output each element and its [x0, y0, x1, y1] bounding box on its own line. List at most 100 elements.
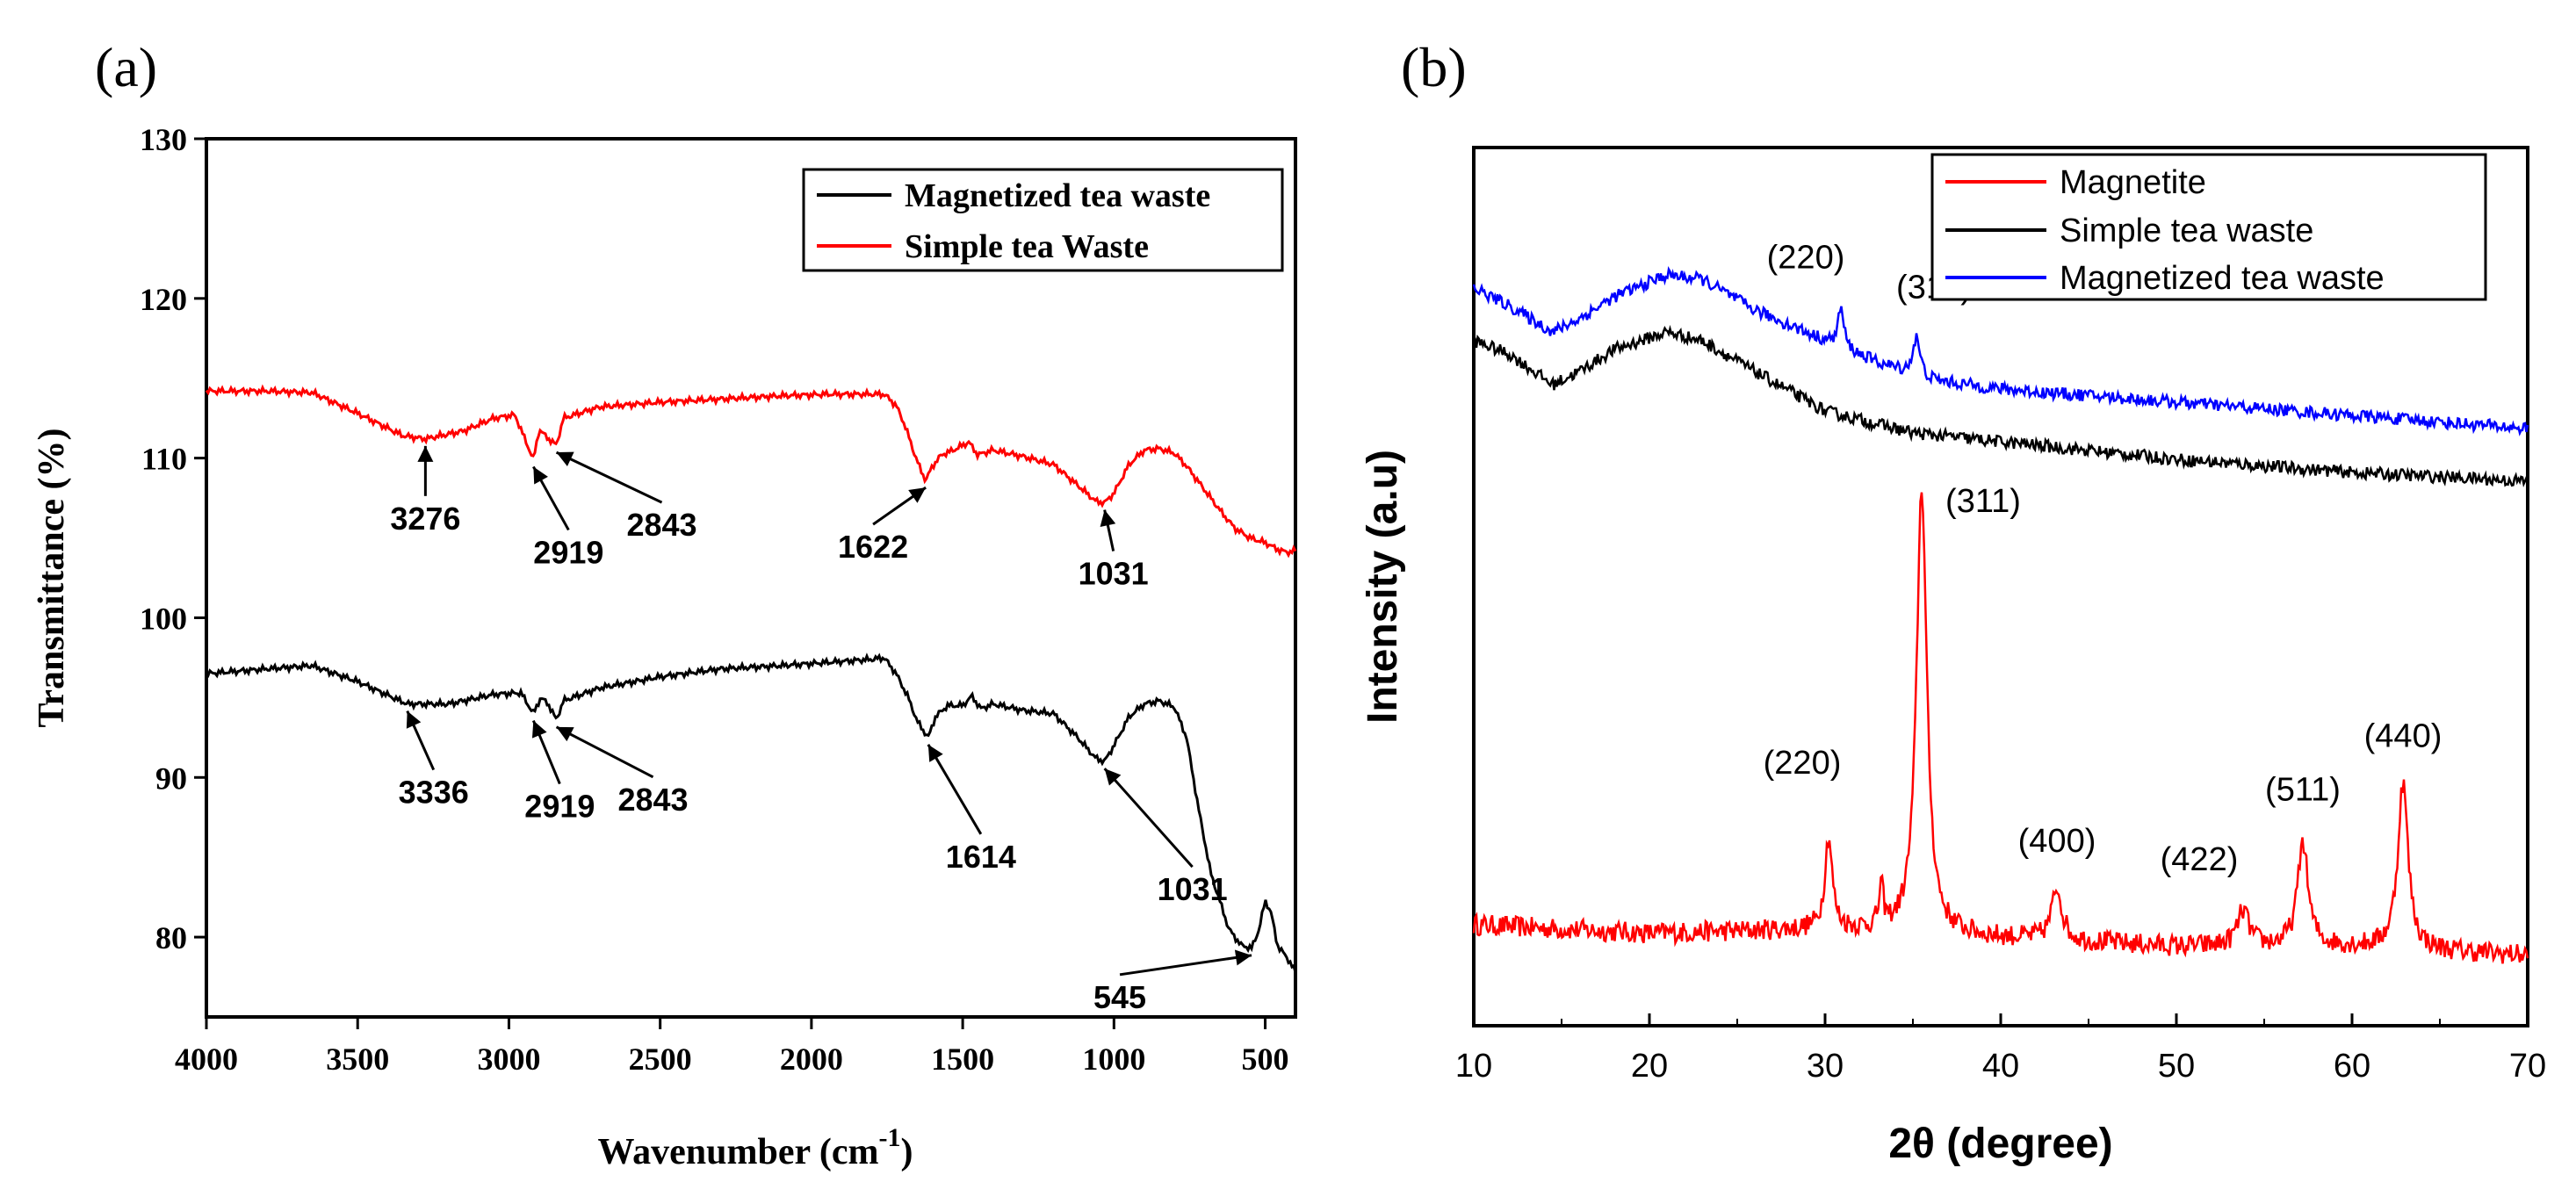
panel-b-legend-label-magnetite: Magnetite: [2060, 164, 2206, 201]
b-xtick-label-40: 40: [1982, 1048, 2019, 1085]
panel-a-plot-area: 80 90 100 110 120 130 4000 3500 3000 2500 2000 150…: [140, 122, 1297, 1077]
b-annotation-220-0: (220): [1767, 239, 1845, 276]
panel-a-xlabel-main: Wavenumber (cm: [597, 1132, 878, 1172]
b-xtick-label-70: 70: [2509, 1048, 2546, 1085]
panel-b-legend: Magnetite Simple tea waste Magnetized te…: [1930, 153, 2487, 301]
a-annotation-arrow-head: [417, 445, 434, 462]
panel-a-ylabel: Transmittance (%): [32, 429, 72, 728]
a-xtick-label-1500: 1500: [931, 1042, 994, 1077]
b-xtick-label-60: 60: [2334, 1048, 2370, 1085]
a-annotation-arrow-head: [556, 726, 574, 742]
b-xtick-label-20: 20: [1631, 1048, 1668, 1085]
a-annotation-3336-5: 3336: [399, 710, 469, 811]
a-annotation-label: 1622: [838, 529, 908, 565]
panel-a-series-group: [205, 384, 1297, 973]
panel-b-legend-box: [1930, 153, 2487, 301]
b-xtick-label-10: 10: [1455, 1048, 1492, 1085]
a-ytick-label-110: 110: [141, 442, 187, 477]
a-annotation-2843-7: 2843: [555, 725, 689, 818]
b-annotation-511-6: (511): [2265, 772, 2341, 809]
a-annotation-arrow-head: [908, 487, 927, 503]
a-annotation-arrow-line: [1119, 954, 1252, 977]
a-ytick-label-120: 120: [140, 282, 187, 317]
b-annotation-400-4: (400): [2018, 823, 2096, 860]
panel-b-legend-label-simple: Simple tea waste: [2060, 213, 2313, 249]
a-xtick-label-3500: 3500: [326, 1042, 389, 1077]
a-annotation-label: 2843: [617, 782, 688, 818]
a-annotation-label: 1031: [1158, 871, 1228, 907]
panel-b-label: (b): [1401, 36, 1467, 98]
a-ytick-label-100: 100: [140, 601, 187, 636]
a-annotation-1614-8: 1614: [927, 744, 1016, 875]
a-ytick-label-80: 80: [155, 920, 187, 955]
a-ytick-label-90: 90: [155, 761, 187, 796]
a-annotation-label: 3336: [399, 775, 469, 811]
a-annotation-label: 2843: [626, 507, 696, 543]
a-annotation-label: 545: [1093, 979, 1146, 1015]
a-annotation-arrow-line: [555, 451, 663, 504]
a-annotation-label: 2919: [533, 534, 603, 570]
a-series-magnetized-tea-waste: [205, 652, 1297, 973]
panel-a-frame: [205, 137, 1297, 1019]
b-annotation-440-7: (440): [2364, 717, 2443, 754]
panel-b-ylabel: Intensity (a.u): [1360, 450, 1406, 724]
a-annotation-arrow-head: [1104, 768, 1122, 786]
a-annotation-1031-4: 1031: [1079, 509, 1149, 592]
a-xtick-label-500: 500: [1242, 1042, 1289, 1077]
a-series-simple-tea-waste: [205, 384, 1297, 559]
a-annotation-1622-3: 1622: [838, 486, 927, 565]
a-xtick-label-1000: 1000: [1082, 1042, 1145, 1077]
panel-a-annotations: 3276 2919 2843 1622 1031 3336 2919 2843 1614 1031…: [390, 445, 1252, 1015]
a-xtick-label-4000: 4000: [175, 1042, 238, 1077]
a-annotation-1031-9: 1031: [1103, 768, 1228, 907]
b-annotation-311-2: (311): [1945, 483, 2021, 520]
panel-a-label: (a): [95, 36, 157, 98]
b-series-magnetite: [1472, 492, 2529, 964]
a-xtick-label-2000: 2000: [780, 1042, 843, 1077]
a-xtick-label-3000: 3000: [477, 1042, 540, 1077]
a-annotation-label: 2919: [524, 789, 595, 825]
a-ytick-label-130: 130: [140, 122, 187, 157]
b-annotation-220-3: (220): [1764, 745, 1842, 782]
panel-b-xlabel: 2θ (degree): [1888, 1121, 2112, 1167]
panel-b-annotations: (220)(311)(311)(220)(400)(422)(511)(440): [1764, 239, 2443, 878]
a-annotation-arrow-head: [406, 710, 422, 729]
b-annotation-422-5: (422): [2161, 841, 2239, 878]
panel-a-y-axis: 80 90 100 110 120 130: [140, 122, 206, 955]
a-annotation-arrow-line: [927, 744, 983, 835]
b-series-simple-tea-waste: [1473, 324, 2529, 487]
a-annotation-arrow-head: [556, 451, 574, 466]
b-xtick-label-30: 30: [1807, 1048, 1844, 1085]
a-annotation-label: 1614: [946, 839, 1016, 875]
a-annotation-arrow-head: [533, 466, 548, 485]
a-annotation-arrow-line: [555, 725, 654, 779]
panel-a-xlabel: Wavenumber (cm-1): [597, 1123, 913, 1172]
panel-b-x-axis: 10 20 30 40 50 60 70: [1455, 1013, 2546, 1085]
a-annotation-2843-2: 2843: [555, 451, 697, 543]
panel-a-xlabel-sup: -1: [879, 1123, 901, 1152]
b-xtick-label-50: 50: [2158, 1048, 2195, 1085]
a-annotation-545-10: 545: [1093, 949, 1252, 1015]
a-annotation-2919-6: 2919: [524, 719, 595, 825]
a-annotation-arrow-head: [1234, 949, 1252, 966]
panel-a-x-axis: 4000 3500 3000 2500 2000 1500 1000 500: [175, 1017, 1289, 1077]
a-annotation-arrow-head: [927, 744, 943, 762]
panel-a-legend-label-simple: Simple tea Waste: [905, 228, 1149, 265]
panel-a-legend-label-magnetized: Magnetized tea waste: [905, 177, 1210, 214]
a-xtick-label-2500: 2500: [629, 1042, 692, 1077]
a-annotation-arrow-line: [1103, 768, 1194, 869]
a-annotation-label: 3276: [390, 501, 460, 537]
a-annotation-arrow-head: [1100, 509, 1116, 528]
a-annotation-arrow-head: [531, 720, 547, 739]
panel-b-series-group: [1472, 266, 2529, 964]
a-annotation-3276-0: 3276: [390, 445, 460, 537]
b-series-magnetized-tea-waste: [1472, 266, 2529, 436]
a-annotation-2919-1: 2919: [532, 465, 603, 570]
panel-a-legend: Magnetized tea waste Simple tea Waste: [802, 168, 1284, 272]
panel-a: (a) 80 90 100 110 120 130 4000 3500 3000 2500 200…: [32, 36, 1297, 1172]
a-annotation-label: 1031: [1079, 556, 1149, 592]
panel-a-legend-box: [802, 168, 1284, 272]
